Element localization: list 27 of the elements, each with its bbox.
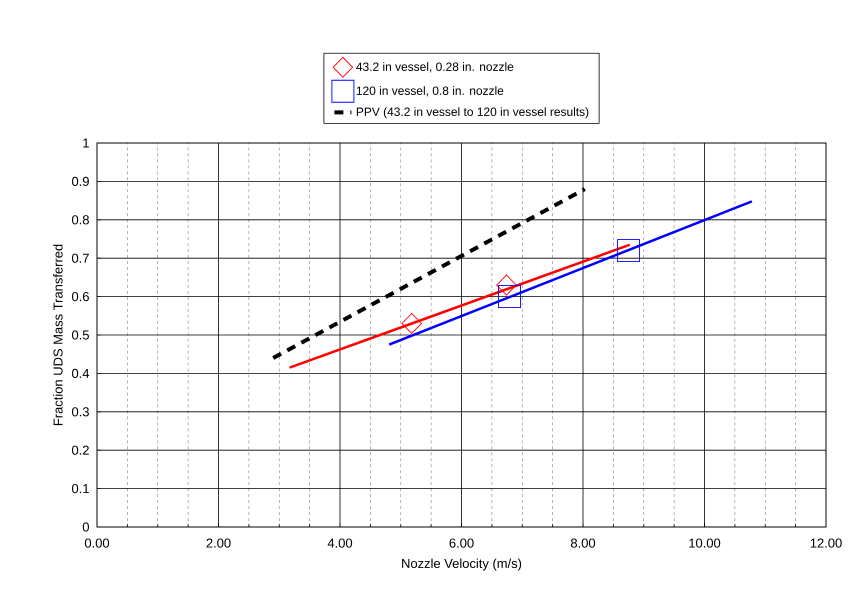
point	[401, 313, 422, 334]
y-tick-label: 0.5	[72, 330, 89, 340]
x-axis-title: Nozzle Velocity (m/s)	[402, 558, 522, 571]
x-tick-label: 10.00	[689, 538, 720, 548]
point	[496, 274, 517, 296]
y-tick-label: 0.1	[72, 484, 89, 494]
y-tick-label: 0.4	[72, 368, 90, 378]
x-tick-label: 4.00	[328, 538, 352, 548]
point	[617, 239, 640, 262]
y-tick-label: 0.3	[72, 407, 89, 416]
y-tick-label: 0.9	[72, 176, 89, 186]
point	[498, 285, 521, 308]
y-tick-label: 0.2	[72, 446, 89, 455]
x-tick-label: 0.00	[84, 538, 110, 548]
y-tick-label: 0	[82, 522, 89, 532]
x-tick-label: 6.00	[450, 538, 474, 548]
legend-label: PPV (43.2 in vessel to 120 in vessel results)	[356, 107, 588, 118]
y-tick-label: 0.8	[72, 215, 89, 224]
x-tick-label: 12.00	[810, 538, 842, 548]
legend-label: 120 in vessel, 0.8 in. nozzle	[356, 86, 504, 96]
y-tick-label: 0.6	[72, 292, 89, 302]
y-tick-label: 0.7	[72, 254, 89, 263]
legend-label: 43.2 in vessel, 0.28 in. nozzle	[356, 62, 514, 72]
y-tick-label: 1	[83, 138, 89, 148]
y-axis-title: Fraction UDS Mass Transferred	[53, 244, 63, 426]
x-tick-label: 2.00	[206, 538, 231, 548]
x-tick-label: 8.00	[570, 538, 596, 548]
